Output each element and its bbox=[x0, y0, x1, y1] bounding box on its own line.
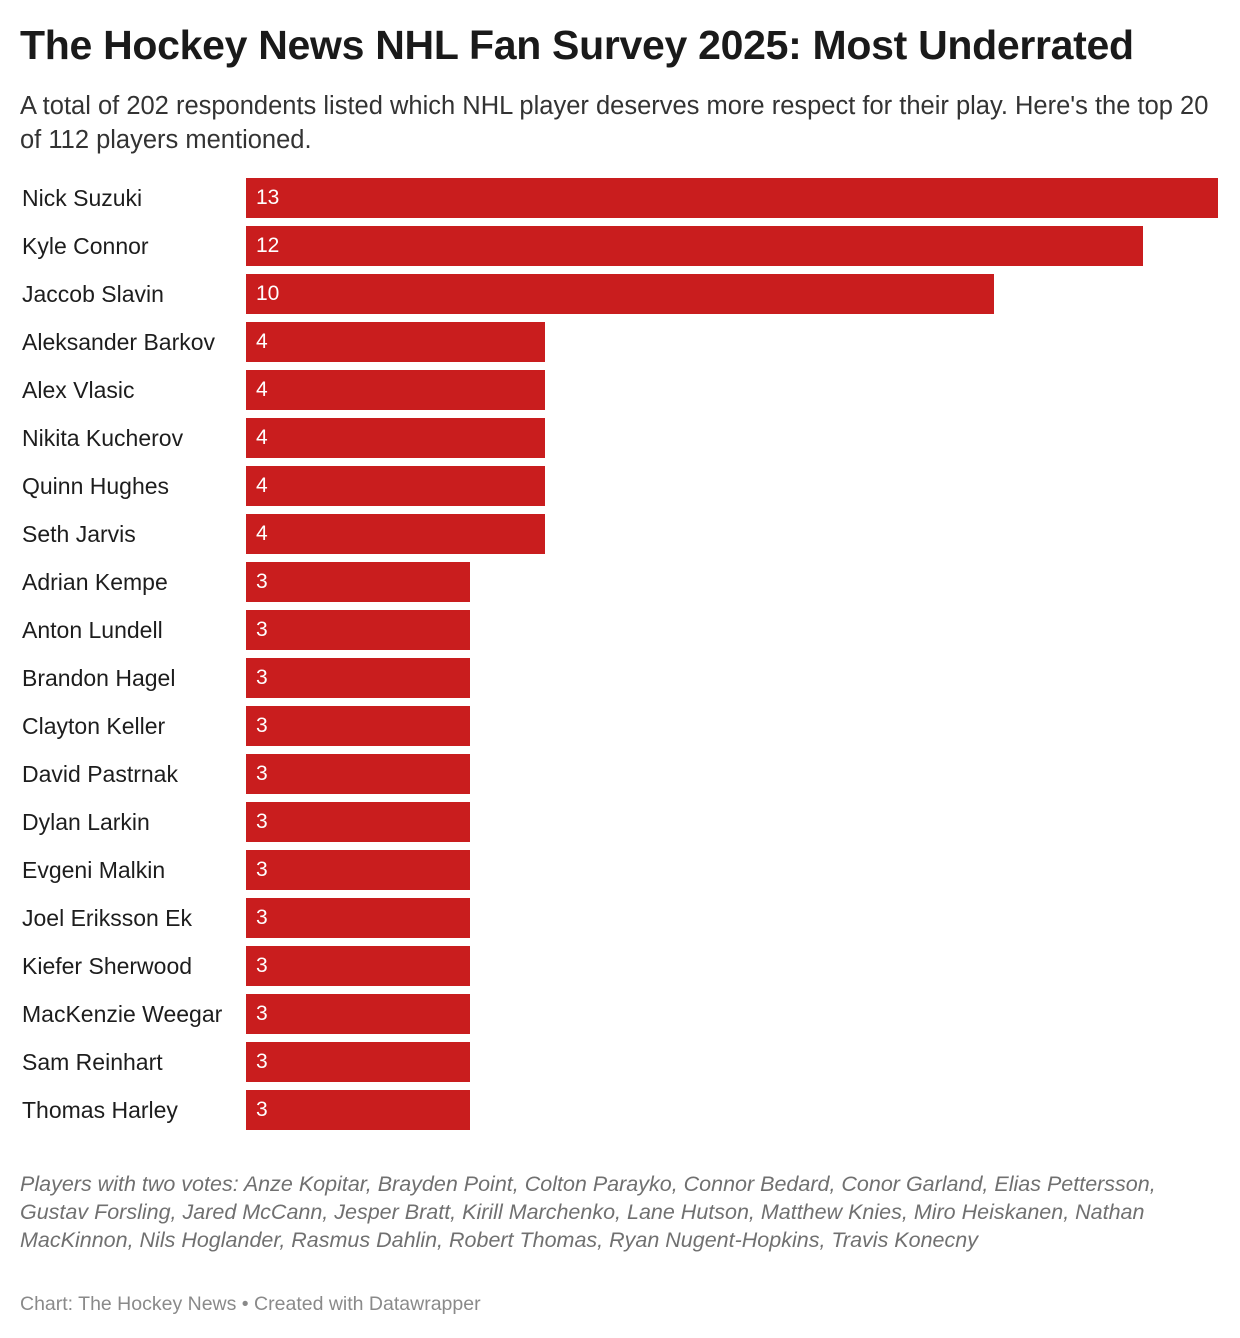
bar-row: Dylan Larkin 3 bbox=[0, 794, 1240, 842]
bar-value-label: 12 bbox=[256, 234, 280, 257]
bar-value-label: 10 bbox=[256, 282, 280, 305]
category-label: Alex Vlasic bbox=[22, 377, 135, 403]
bar-row: MacKenzie Weegar 3 bbox=[0, 986, 1240, 1034]
bar-row: Nick Suzuki 13 bbox=[0, 170, 1240, 218]
bar bbox=[246, 754, 470, 794]
bar-row: Sam Reinhart 3 bbox=[0, 1034, 1240, 1082]
bar-row: Brandon Hagel 3 bbox=[0, 650, 1240, 698]
category-label: Kyle Connor bbox=[22, 233, 149, 259]
bar-value-label: 3 bbox=[256, 858, 268, 881]
category-label: Anton Lundell bbox=[22, 617, 163, 643]
bar bbox=[246, 898, 470, 938]
bar bbox=[246, 946, 470, 986]
category-label: Nikita Kucherov bbox=[22, 425, 184, 451]
bar bbox=[246, 466, 545, 506]
category-label: Aleksander Barkov bbox=[22, 329, 216, 355]
category-label: Evgeni Malkin bbox=[22, 857, 166, 883]
bar-value-label: 4 bbox=[256, 378, 268, 401]
bar bbox=[246, 994, 470, 1034]
bar-value-label: 3 bbox=[256, 954, 268, 977]
bar-chart: Nick Suzuki 13 Kyle Connor 12 Jaccob Slavin 1… bbox=[0, 170, 1240, 1145]
bar-row: Nikita Kucherov 4 bbox=[0, 410, 1240, 458]
chart-source: Chart: The Hockey News • Created with Da… bbox=[20, 1293, 481, 1315]
bar-row: Adrian Kempe 3 bbox=[0, 554, 1240, 602]
chart-title: The Hockey News NHL Fan Survey 2025: Mos… bbox=[20, 22, 1134, 68]
chart-notes: Players with two votes: Anze Kopitar, Br… bbox=[20, 1172, 1156, 1252]
bar-value-label: 3 bbox=[256, 618, 268, 641]
bar-value-label: 4 bbox=[256, 474, 268, 497]
bar-row: Thomas Harley 3 bbox=[0, 1082, 1240, 1130]
bar bbox=[246, 322, 545, 362]
bar-value-label: 13 bbox=[256, 186, 280, 209]
bar bbox=[246, 178, 1218, 218]
bar-value-label: 4 bbox=[256, 426, 268, 449]
category-label: Clayton Keller bbox=[22, 713, 166, 739]
category-label: David Pastrnak bbox=[22, 761, 178, 787]
bar bbox=[246, 1042, 470, 1082]
bar-row: Aleksander Barkov 4 bbox=[0, 314, 1240, 362]
category-label: Jaccob Slavin bbox=[22, 281, 164, 307]
bar bbox=[246, 370, 545, 410]
category-label: Dylan Larkin bbox=[22, 809, 150, 835]
bar-value-label: 3 bbox=[256, 1098, 268, 1121]
bar-row: David Pastrnak 3 bbox=[0, 746, 1240, 794]
bar bbox=[246, 610, 470, 650]
bar bbox=[246, 226, 1143, 266]
category-label: Joel Eriksson Ek bbox=[22, 905, 193, 931]
bar-value-label: 3 bbox=[256, 1002, 268, 1025]
category-label: Kiefer Sherwood bbox=[22, 953, 193, 979]
bar-row: Joel Eriksson Ek 3 bbox=[0, 890, 1240, 938]
category-label: Nick Suzuki bbox=[22, 185, 143, 211]
bar bbox=[246, 658, 470, 698]
bar-value-label: 3 bbox=[256, 762, 268, 785]
bar-row: Quinn Hughes 4 bbox=[0, 458, 1240, 506]
bar bbox=[246, 562, 470, 602]
category-label: Sam Reinhart bbox=[22, 1049, 163, 1075]
bar bbox=[246, 706, 470, 746]
category-label: Brandon Hagel bbox=[22, 665, 176, 691]
bar-row: Alex Vlasic 4 bbox=[0, 362, 1240, 410]
bar-value-label: 3 bbox=[256, 810, 268, 833]
bar-value-label: 3 bbox=[256, 906, 268, 929]
bar bbox=[246, 1090, 470, 1130]
bar bbox=[246, 514, 545, 554]
bar-value-label: 3 bbox=[256, 714, 268, 737]
bar-row: Evgeni Malkin 3 bbox=[0, 842, 1240, 890]
bar-value-label: 3 bbox=[256, 570, 268, 593]
bar bbox=[246, 418, 545, 458]
bar-row: Kyle Connor 12 bbox=[0, 218, 1240, 266]
category-label: Seth Jarvis bbox=[22, 521, 136, 547]
bar-row: Anton Lundell 3 bbox=[0, 602, 1240, 650]
bar-value-label: 3 bbox=[256, 666, 268, 689]
category-label: Thomas Harley bbox=[22, 1097, 178, 1123]
category-label: Adrian Kempe bbox=[22, 569, 168, 595]
bar bbox=[246, 802, 470, 842]
category-label: MacKenzie Weegar bbox=[22, 1001, 223, 1027]
bar-value-label: 3 bbox=[256, 1050, 268, 1073]
bar-row: Clayton Keller 3 bbox=[0, 698, 1240, 746]
chart-subtitle: A total of 202 respondents listed which … bbox=[20, 92, 1209, 154]
bar-row: Seth Jarvis 4 bbox=[0, 506, 1240, 554]
category-label: Quinn Hughes bbox=[22, 473, 170, 499]
bar-value-label: 4 bbox=[256, 330, 268, 353]
bar-row: Jaccob Slavin 10 bbox=[0, 266, 1240, 314]
bar bbox=[246, 274, 994, 314]
bar bbox=[246, 850, 470, 890]
bar-row: Kiefer Sherwood 3 bbox=[0, 938, 1240, 986]
bar-value-label: 4 bbox=[256, 522, 268, 545]
